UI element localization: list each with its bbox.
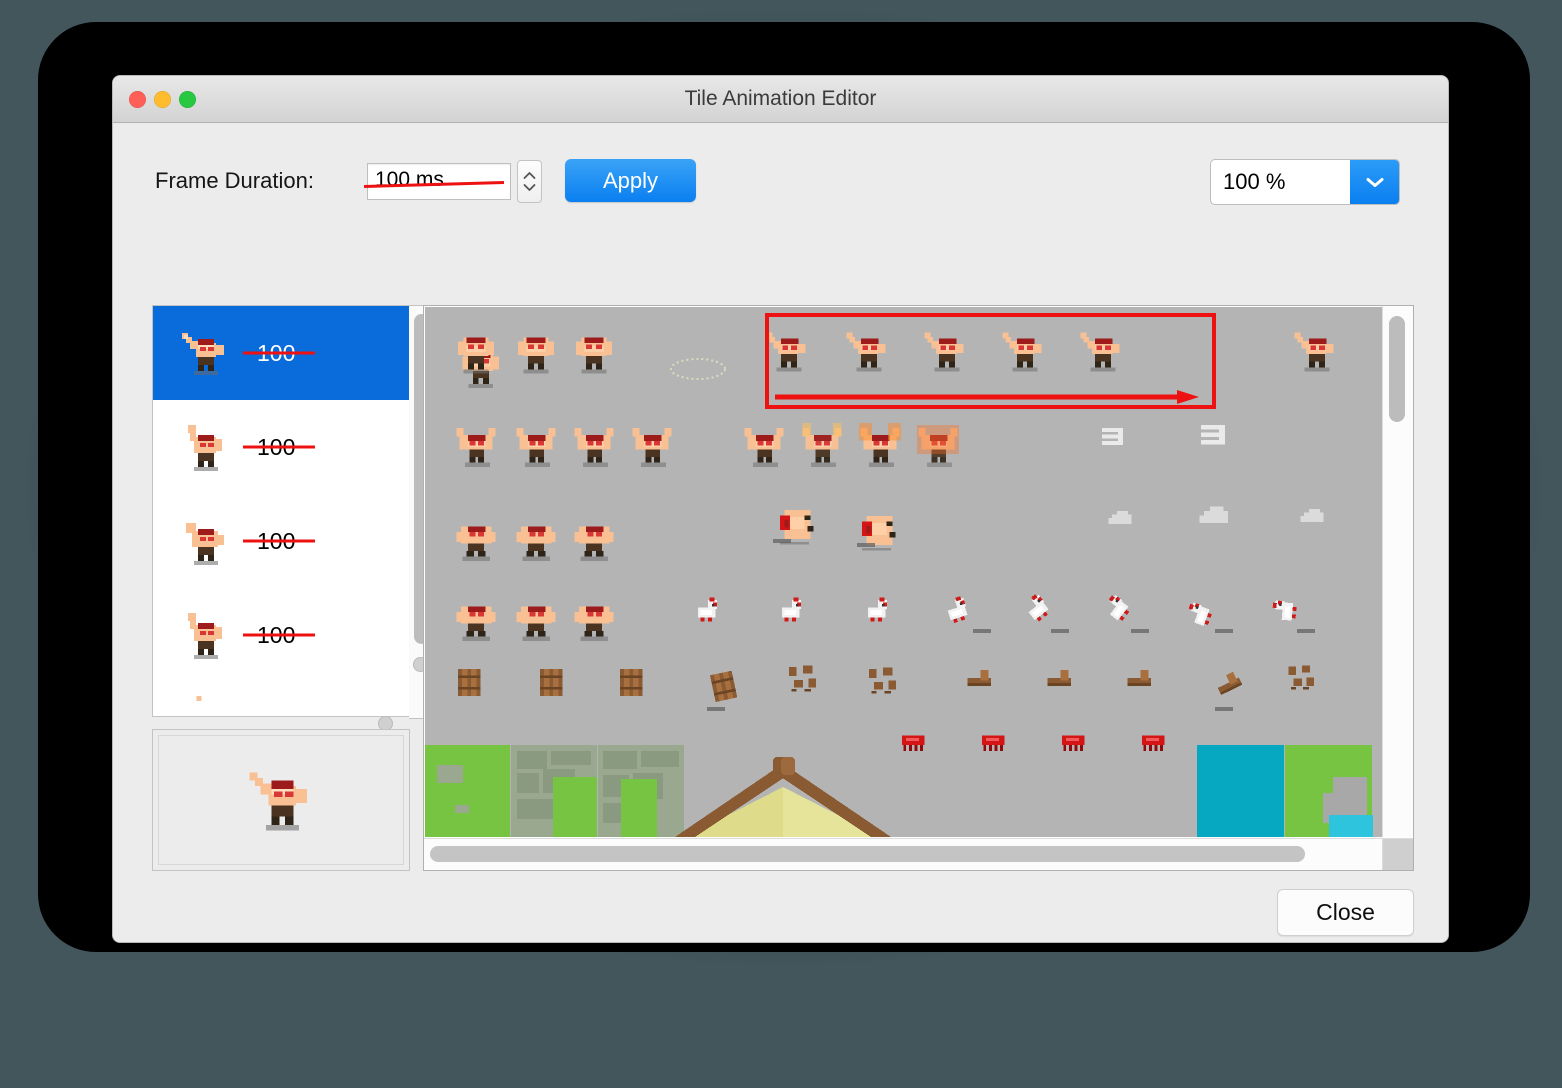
frame-duration-cell: 100	[243, 340, 315, 367]
tileset-canvas[interactable]	[425, 307, 1382, 837]
frame-thumbnail	[153, 327, 257, 379]
tileset-image[interactable]	[425, 307, 1382, 837]
apply-button[interactable]: Apply	[565, 159, 696, 202]
frame-duration-strike-annotation	[243, 633, 315, 637]
frame-duration-cell: 100	[243, 622, 315, 649]
close-button[interactable]: Close	[1277, 889, 1414, 936]
frame-duration-input[interactable]: 100 ms	[363, 163, 511, 200]
close-button-label: Close	[1316, 899, 1375, 925]
hero-sprite-icon	[188, 425, 222, 471]
chevron-down-icon[interactable]	[523, 183, 536, 192]
tileset-horizontal-scrollbar[interactable]	[424, 838, 1383, 870]
chevron-down-icon	[1366, 178, 1383, 187]
toolbar: Frame Duration: 100 ms Apply	[113, 123, 1448, 223]
close-window-button[interactable]	[129, 90, 146, 108]
frame-duration-strike-annotation	[243, 351, 315, 355]
scrollbar-corner	[1382, 838, 1413, 870]
hero-sprite-icon	[186, 523, 224, 565]
frame-list-item[interactable]: 100	[153, 494, 409, 588]
traffic-light-group	[129, 90, 196, 108]
frame-list-item[interactable]: 100	[153, 588, 409, 682]
frame-duration-label: Frame Duration:	[155, 168, 314, 193]
frame-duration-strike-annotation	[243, 445, 315, 449]
hero-sprite-icon	[182, 333, 224, 375]
frame-thumbnail	[153, 609, 257, 661]
frame-duration-cell: 100	[243, 434, 315, 461]
frame-duration-strike-annotation	[243, 539, 315, 543]
zoom-level-value: 100 %	[1223, 169, 1286, 194]
frame-thumbnail	[153, 694, 257, 710]
frame-duration-cell: 100	[243, 528, 315, 555]
chevron-up-icon[interactable]	[523, 171, 536, 180]
tileset-horizontal-scrollbar-thumb[interactable]	[430, 846, 1305, 862]
zoom-dropdown-button[interactable]	[1350, 160, 1399, 204]
hero-sprite-icon	[249, 772, 308, 831]
frame-list[interactable]: 100	[152, 305, 410, 717]
frame-duration-stepper[interactable]	[517, 160, 542, 203]
zoom-level-combobox[interactable]: 100 %	[1210, 159, 1400, 205]
window-content: Frame Duration: 100 ms Apply	[113, 123, 1448, 942]
zoom-window-button[interactable]	[179, 90, 196, 108]
animation-preview-pane	[152, 729, 410, 871]
minimize-window-button[interactable]	[154, 90, 171, 108]
frame-thumbnail	[153, 515, 257, 567]
horizontal-splitter-handle[interactable]	[378, 716, 393, 731]
frame-list-item[interactable]: 100	[153, 306, 409, 400]
tileset-vertical-scrollbar[interactable]	[1382, 306, 1413, 837]
apply-button-label: Apply	[602, 167, 659, 193]
hero-sprite-icon	[196, 696, 202, 701]
window-title: Tile Animation Editor	[684, 87, 877, 110]
frame-duration-value: 100 ms	[375, 168, 444, 191]
tileset-pane[interactable]	[423, 305, 1414, 871]
frame-list-item[interactable]	[153, 682, 409, 716]
hero-sprite-icon	[188, 613, 222, 659]
window-titlebar: Tile Animation Editor	[113, 76, 1448, 123]
tileset-vertical-scrollbar-thumb[interactable]	[1389, 316, 1405, 422]
animation-preview-canvas	[158, 735, 404, 865]
frame-thumbnail	[153, 421, 257, 473]
frame-list-item[interactable]: 100	[153, 400, 409, 494]
tile-animation-editor-window: Tile Animation Editor Frame Duration: 10…	[113, 76, 1448, 942]
